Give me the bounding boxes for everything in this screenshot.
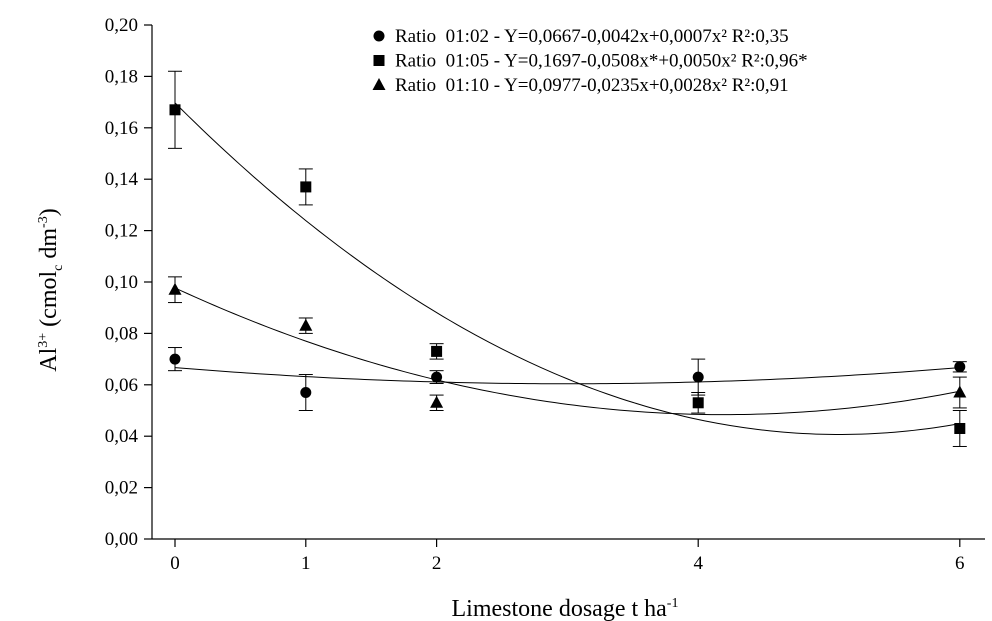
data-point-series-2 [431, 345, 443, 357]
y-tick-label: 0,04 [105, 426, 139, 447]
data-point-series-1 [692, 371, 704, 383]
legend-label-series-1: Ratio 01:02 - Y=0,0667-0,0042x+0,0007x² … [395, 26, 789, 47]
x-axis-title: Limestone dosage t ha-1 [452, 596, 679, 621]
y-tick-label: 0,02 [105, 478, 138, 499]
data-point-series-2 [954, 422, 966, 434]
x-tick-label: 4 [693, 553, 703, 574]
x-tick-label: 0 [170, 553, 180, 574]
fit-curve-series-3 [174, 287, 960, 416]
legend-marker-series-1 [373, 30, 385, 42]
legend-label-series-2: Ratio 01:05 - Y=0,1697-0,0508x*+0,0050x²… [395, 51, 808, 72]
data-points [168, 70, 967, 447]
y-tick-label: 0,08 [105, 323, 138, 344]
fit-curve-series-2 [174, 102, 960, 435]
legend-marker-series-2 [373, 55, 385, 66]
y-tick-label: 0,12 [105, 221, 138, 242]
y-tick-label: 0,18 [105, 66, 138, 87]
data-point-series-3 [430, 395, 444, 408]
legend: Ratio 01:02 - Y=0,0667-0,0042x+0,0007x² … [372, 26, 808, 96]
y-axis-title: Al3+ (cmolc dm-3) [36, 208, 66, 371]
data-point-series-1 [300, 387, 312, 399]
data-point-series-2 [169, 104, 181, 116]
y-tick-label: 0,20 [105, 15, 138, 36]
ticks: 0,00 0,02 0,04 0,06 0,08 0,10 0,12 0,14 0,16 0,18… [105, 15, 965, 574]
y-tick-label: 0,00 [105, 529, 138, 550]
data-point-series-3 [168, 282, 182, 295]
y-tick-label: 0,10 [105, 272, 138, 293]
data-point-series-1 [431, 371, 443, 383]
x-tick-label: 2 [432, 553, 442, 574]
data-point-series-3 [299, 318, 313, 331]
y-tick-label: 0,06 [105, 375, 138, 396]
x-tick-label: 6 [955, 553, 965, 574]
legend-marker-series-3 [372, 78, 386, 90]
x-tick-label: 1 [301, 553, 311, 574]
legend-label-series-3: Ratio 01:10 - Y=0,0977-0,0235x+0,0028x² … [395, 75, 789, 96]
data-point-series-3 [953, 385, 967, 398]
axes [151, 25, 985, 540]
data-point-series-1 [954, 361, 966, 373]
fit-curves [174, 102, 960, 435]
y-tick-label: 0,14 [105, 169, 139, 190]
data-point-series-2 [692, 397, 704, 409]
fit-curve-series-1 [174, 367, 960, 385]
data-point-series-1 [169, 353, 181, 365]
data-point-series-2 [300, 181, 312, 193]
y-tick-label: 0,16 [105, 118, 138, 139]
